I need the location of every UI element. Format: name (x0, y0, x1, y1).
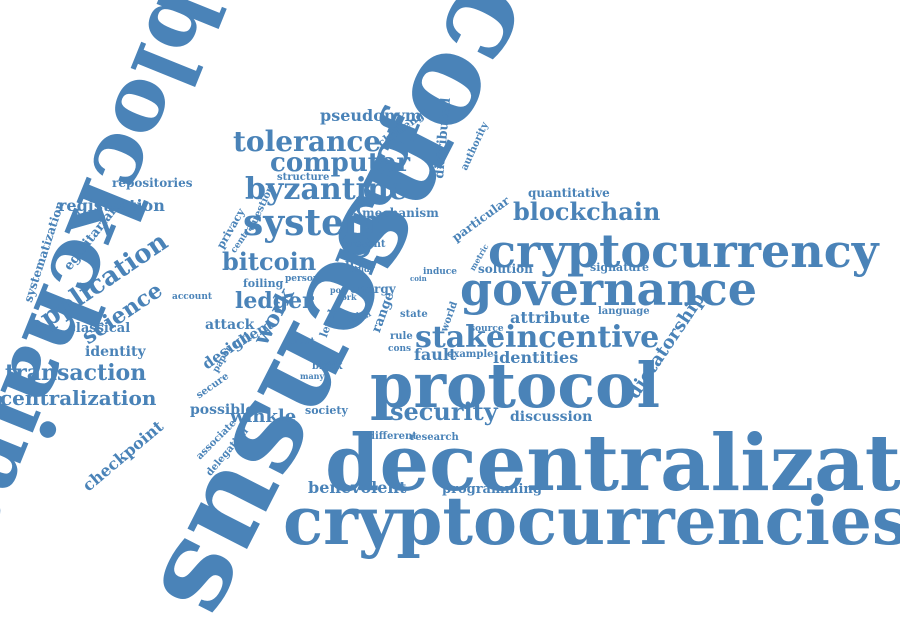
word-security: security (390, 397, 498, 426)
word-solution: solution (478, 262, 533, 276)
word-source: source (470, 324, 504, 334)
word-energy: energy (350, 282, 396, 296)
word-ledger: ledger (235, 288, 314, 314)
word-attack: attack (205, 317, 255, 333)
word-tolerance: tolerance (233, 125, 382, 158)
word-possible: possible (190, 402, 255, 418)
word-cryptocurrency: cryptocurrency (488, 224, 879, 278)
word-language: language (598, 306, 650, 317)
word-classical: classical (68, 321, 131, 336)
word-winkle: winkle (230, 406, 297, 427)
word-research: research (410, 432, 459, 443)
word-governance: governance (460, 262, 758, 316)
word-induce: induce (423, 267, 458, 277)
word-mechanism: mechanism (362, 206, 439, 220)
word-society: society (305, 404, 348, 417)
word-identity: identity (85, 344, 146, 360)
word-person: person (285, 274, 320, 284)
word-benevolent: benevolent (308, 478, 407, 497)
word-state: state (400, 309, 428, 320)
word-user: user (345, 257, 377, 272)
word-pseudonym: pseudonym (320, 106, 422, 125)
word-programming: programming (442, 482, 542, 497)
word-many: many (300, 371, 325, 381)
word-account: account (172, 292, 213, 302)
word-open: open (318, 357, 340, 367)
word-example: example (447, 349, 494, 360)
word-discussion: discussion (510, 409, 593, 425)
word-signature: signature (590, 261, 650, 274)
word-bitcoin: bitcoin (222, 247, 317, 276)
word-decentralization: decentralization (325, 418, 900, 509)
word-coin: coin (410, 274, 427, 283)
word-present: present (343, 239, 386, 250)
word-registration: registration (58, 196, 165, 215)
word-pow: pow (330, 285, 348, 295)
word-fault: fault (414, 345, 457, 364)
word-system: system (243, 202, 383, 244)
word-block: block (312, 361, 343, 372)
word-checkpoint: checkpoint (78, 416, 168, 496)
word-attribute: attribute (510, 308, 591, 327)
word-blockchain: blockchain (513, 197, 661, 226)
word-byzantine: byzantine (245, 172, 408, 207)
word-study: study (350, 264, 375, 274)
word-transaction: transaction (5, 360, 147, 386)
word-trust: trust (290, 337, 315, 347)
word-protocol: protocol (370, 349, 661, 422)
word-centralization: centralization (0, 386, 157, 410)
word-fork: fork (338, 292, 357, 302)
word-identities: identities (493, 348, 579, 367)
word-foiling: foiling (243, 277, 284, 290)
word-cons: cons (388, 344, 412, 354)
word-computer: computer (270, 148, 411, 178)
word-quantitative: quantitative (528, 186, 610, 200)
word-structure: structure (277, 172, 330, 183)
word-rule: rule (390, 331, 413, 342)
word-stakeincentive: stakeincentive (415, 320, 660, 355)
word-different: different (368, 431, 417, 442)
word-repositories: repositories (112, 176, 193, 190)
word-cryptocurrencies: cryptocurrencies (283, 482, 900, 560)
